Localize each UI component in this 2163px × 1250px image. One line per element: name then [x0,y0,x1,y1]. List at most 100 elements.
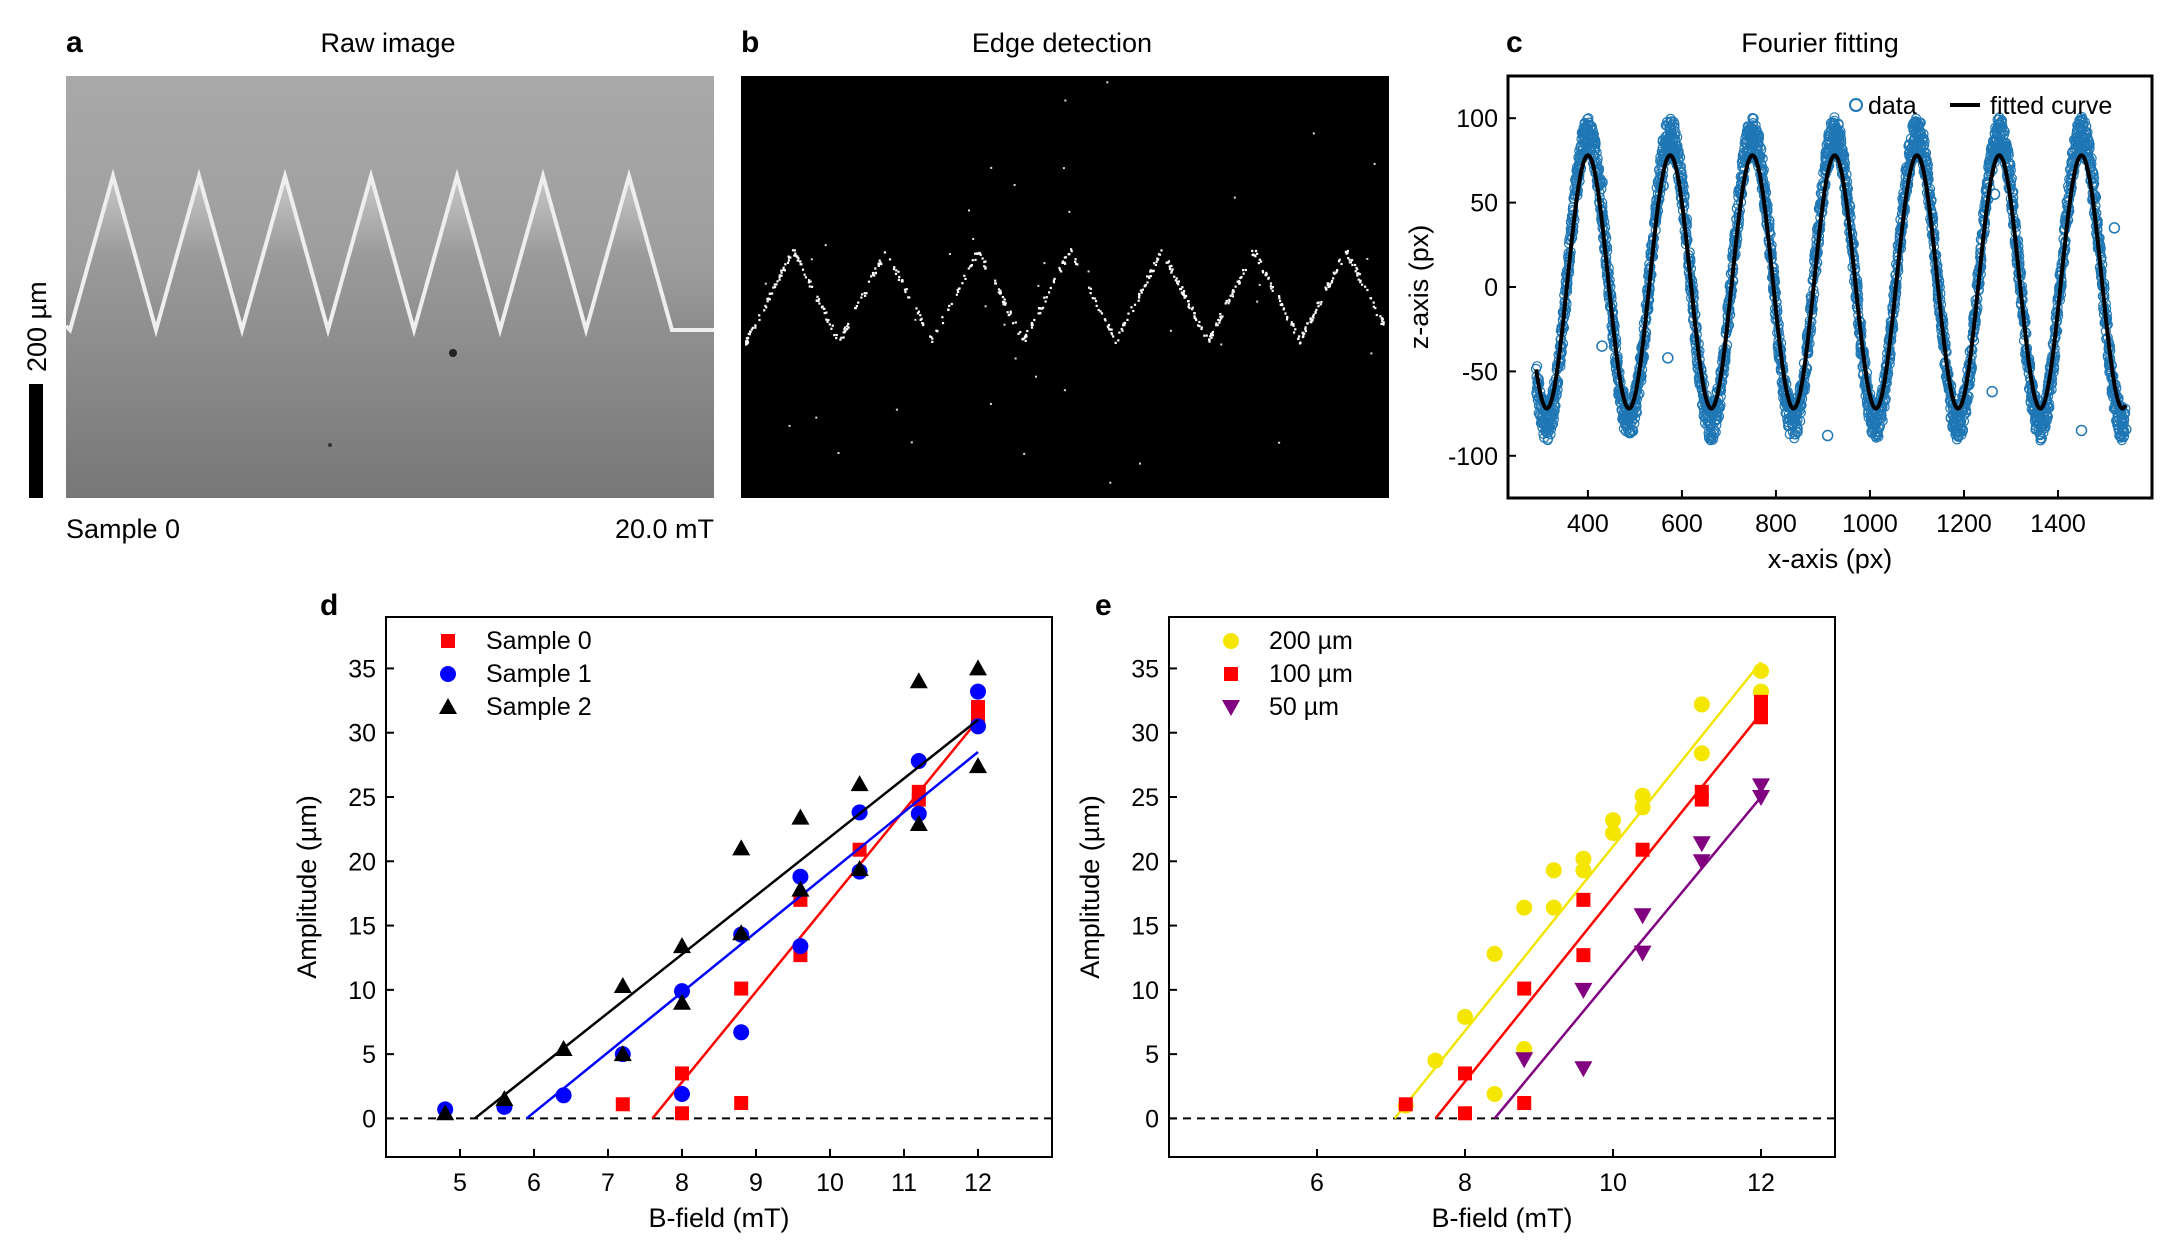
edge-dot [1170,271,1173,274]
fit-line-2 [1493,796,1762,1120]
data-point [2083,137,2095,148]
edge-dot [1251,254,1254,257]
data-point [1627,425,1639,436]
noise-dot [1366,257,1369,260]
edge-dot [963,274,966,277]
edge-dot [1061,261,1064,264]
x-tick-label: 9 [749,1169,763,1197]
edge-dot [1123,321,1127,324]
noise-dot [910,441,913,444]
edge-dot [1132,309,1135,313]
edge-dot [947,308,950,311]
edge-dot [767,297,770,300]
edge-dot [1315,308,1318,311]
edge-dot [1114,341,1117,344]
edge-dot [1140,291,1143,294]
edge-dot [879,261,882,264]
data-point [970,683,986,700]
edge-dot [1019,331,1022,334]
noise-dot [1139,462,1141,465]
noise-dot [1013,184,1016,186]
edge-dot [1269,282,1273,285]
edge-dot [1187,300,1190,303]
legend-label: 50 µm [1269,693,1339,721]
data-point [1790,429,1801,440]
edge-dot [997,288,1001,291]
edge-dot [1165,261,1168,264]
edge-dot [797,257,800,260]
edge-dot [800,263,803,266]
edge-dot [964,277,967,280]
x-axis-label: B-field (mT) [649,1203,790,1233]
y-tick-label: 0 [1145,1105,1159,1133]
edge-dot [816,295,819,298]
edge-dot [867,280,871,283]
legend-marker [1224,667,1238,681]
y-tick-label: 10 [1131,977,1159,1005]
edge-dot [1217,318,1220,321]
data-point [791,880,810,897]
data-point [1752,778,1770,795]
edge-dot [1052,279,1055,282]
data-point [555,1087,572,1104]
data-point [1605,812,1621,829]
edge-dot [1200,326,1203,329]
edge-dot [789,256,792,259]
panel-label-d: d [320,589,338,622]
edge-dot [818,302,821,305]
data-point-outlier [2108,222,2121,234]
fit-line-1 [525,751,979,1120]
edge-dot [1298,342,1302,345]
edge-dot [826,320,829,323]
edge-dot [1317,301,1320,304]
noise-dot [1068,210,1071,213]
edge-dot [1100,312,1104,315]
edge-dot [975,252,979,255]
edge-dot [1325,288,1328,291]
edge-dot [748,333,751,336]
edge-dot [1278,295,1281,298]
data-point [2044,402,2055,413]
edge-dot [1009,310,1012,313]
edge-dot [1219,313,1222,316]
edge-dot [1108,328,1111,331]
data-point [1542,435,1553,446]
edge-dot [999,289,1002,292]
edge-dot [1139,289,1142,292]
noise-dot [990,166,993,169]
noise-dot [1278,441,1281,444]
edge-dot [1382,323,1385,326]
edge-dot [796,259,799,262]
data-point [1574,1061,1593,1078]
edge-dot [804,276,807,279]
x-tick-label: 1400 [2030,510,2086,538]
data-point [910,805,927,822]
data-point [1672,132,1683,143]
data-point [1915,117,1926,128]
data-point [2121,424,2132,435]
edge-dot [1304,329,1307,333]
edge-dot [1381,320,1384,323]
edge-dot [1127,312,1130,315]
data-point [673,993,691,1010]
edge-dot [1195,318,1198,322]
data-point [1427,1052,1444,1069]
edge-dot [766,300,769,303]
noise-dot [914,318,917,321]
edge-dot [1324,286,1327,289]
edge-dot [1309,318,1312,321]
edge-dot [1228,300,1231,303]
edge-dot [846,325,849,328]
plot-frame [1168,616,1836,1158]
edge-dot [1043,296,1046,299]
edge-dot [780,274,783,277]
x-tick-label: 8 [1458,1169,1472,1197]
noise-dot [1064,99,1067,102]
noise-dot [972,238,975,240]
noise-dot [1258,283,1261,286]
data-point [2079,116,2090,128]
edge-dot [871,271,875,275]
edge-dot [1148,275,1151,278]
edge-dot [855,305,858,308]
